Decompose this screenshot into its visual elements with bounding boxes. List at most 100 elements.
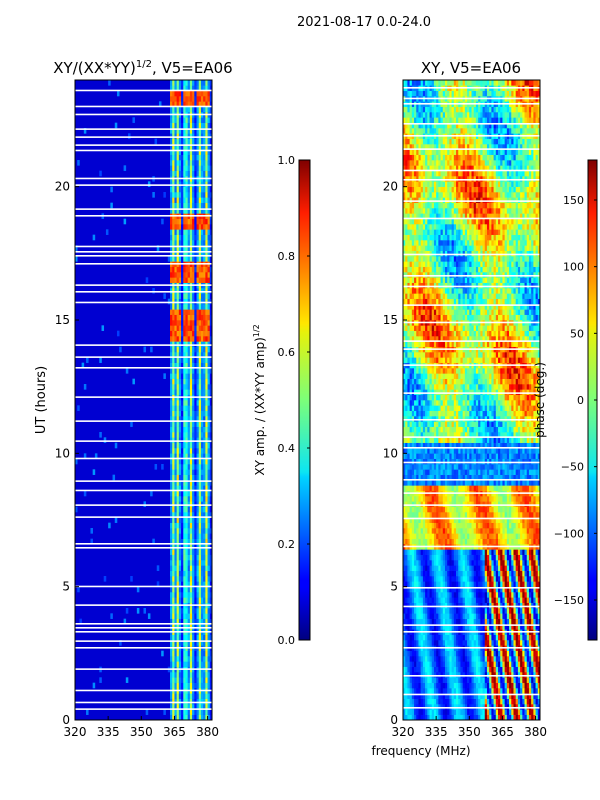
amplitude-cell	[194, 272, 197, 278]
amplitude-cell	[207, 410, 211, 417]
phase-cell	[524, 586, 528, 593]
phase-cell	[480, 693, 483, 699]
amplitude-cell	[209, 197, 212, 203]
phase-cell	[511, 618, 514, 625]
amplitude-cell	[209, 618, 212, 625]
phase-cell	[460, 656, 463, 662]
amplitude-cell	[207, 517, 211, 523]
amplitude-cell	[187, 352, 191, 358]
phase-cell	[469, 586, 472, 593]
phase-cell	[506, 538, 510, 545]
phase-cell	[411, 597, 415, 603]
amplitude-cell	[174, 160, 177, 166]
amplitude-cell	[200, 586, 204, 593]
amplitude-cell	[77, 405, 80, 411]
amplitude-cell	[194, 709, 197, 715]
phase-cell	[462, 522, 466, 529]
amplitude-cell	[187, 314, 191, 321]
phase-cell	[403, 581, 406, 587]
amplitude-cell	[181, 96, 184, 102]
amplitude-cell	[185, 378, 188, 385]
amplitude-cell	[183, 528, 186, 534]
phase-cell	[462, 656, 466, 662]
amplitude-cell	[174, 400, 177, 406]
phase-cell	[449, 693, 452, 699]
amplitude-cell	[203, 709, 206, 715]
phase-cell	[416, 570, 419, 577]
phase-cell	[533, 560, 536, 566]
amplitude-cell	[178, 378, 182, 385]
phase-cell	[533, 640, 536, 646]
amplitude-cell	[203, 400, 206, 406]
amplitude-cell	[99, 677, 102, 683]
amplitude-cell	[207, 709, 211, 715]
amplitude-cell	[205, 272, 208, 278]
amplitude-cell	[200, 202, 204, 209]
phase-cell	[475, 714, 479, 720]
amplitude-cell	[200, 362, 204, 369]
amplitude-cell	[196, 373, 200, 379]
amplitude-cell	[203, 373, 206, 379]
phase-cell	[491, 528, 494, 534]
phase-cell	[509, 522, 512, 529]
amplitude-cell	[196, 650, 200, 657]
amplitude-cell	[170, 496, 173, 502]
phase-cell	[422, 666, 426, 673]
phase-cell	[429, 656, 433, 662]
phase-cell	[504, 549, 508, 555]
amplitude-cell	[170, 325, 173, 331]
amplitude-cell	[209, 304, 212, 310]
phase-cell	[431, 549, 435, 555]
phase-cell	[467, 650, 470, 657]
amplitude-cell	[207, 224, 211, 230]
phase-cell	[511, 554, 514, 561]
amplitude-cell	[207, 186, 211, 193]
phase-cell	[511, 608, 514, 614]
amplitude-cell	[192, 373, 195, 379]
amplitude-cell	[181, 672, 184, 678]
amplitude-cell	[176, 277, 180, 283]
phase-cell	[515, 672, 519, 678]
amplitude-cell	[196, 624, 200, 630]
phase-cell	[460, 538, 463, 545]
amplitude-cell	[205, 234, 208, 241]
amplitude-cell	[181, 384, 184, 390]
phase-cell	[478, 714, 481, 720]
phase-cell	[533, 576, 536, 582]
amplitude-cell	[187, 133, 191, 139]
amplitude-cell	[183, 266, 186, 273]
phase-cell	[486, 656, 490, 662]
phase-cell	[469, 554, 472, 561]
amplitude-cell	[185, 272, 188, 278]
phase-cell	[433, 661, 437, 667]
amplitude-cell	[172, 122, 175, 129]
amplitude-cell	[172, 149, 175, 155]
phase-cell	[526, 517, 530, 523]
phase-cell	[533, 554, 536, 561]
phase-cell	[418, 570, 421, 577]
phase-cell	[528, 565, 532, 571]
phase-cell	[528, 693, 532, 699]
phase-cell	[493, 506, 497, 513]
amplitude-cell	[174, 80, 177, 86]
phase-cell	[442, 501, 446, 507]
phase-cell	[464, 672, 468, 678]
phase-cell	[438, 677, 441, 683]
amplitude-cell	[174, 288, 177, 294]
phase-cell	[478, 613, 481, 619]
phase-cell	[449, 528, 452, 534]
amplitude-cell	[176, 677, 180, 683]
amplitude-cell	[200, 218, 204, 225]
phase-cell	[478, 592, 481, 598]
amplitude-cell	[205, 346, 208, 353]
phase-cell	[420, 656, 424, 662]
amplitude-cell	[172, 106, 175, 113]
phase-cell	[444, 661, 448, 667]
phase-cell	[403, 672, 406, 678]
phase-cell	[414, 656, 417, 662]
phase-cell	[515, 528, 519, 534]
phase-cell	[431, 656, 435, 662]
phase-cell	[409, 581, 413, 587]
phase-cell	[491, 570, 494, 577]
amplitude-cell	[196, 144, 200, 150]
